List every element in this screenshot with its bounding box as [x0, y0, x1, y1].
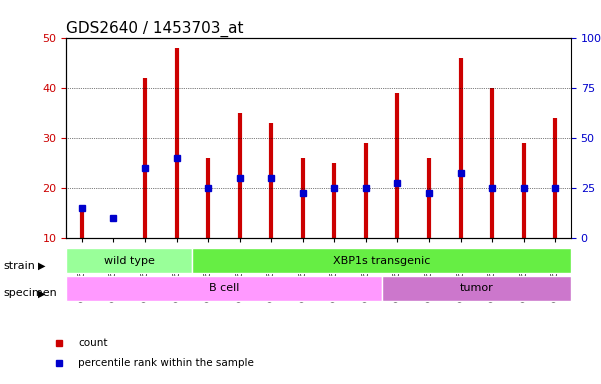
FancyBboxPatch shape [66, 248, 192, 273]
FancyBboxPatch shape [382, 276, 571, 301]
FancyBboxPatch shape [66, 276, 382, 301]
Text: GDS2640 / 1453703_at: GDS2640 / 1453703_at [66, 21, 243, 37]
Text: ▶: ▶ [38, 288, 45, 298]
Text: B cell: B cell [209, 283, 239, 293]
Text: wild type: wild type [104, 256, 154, 266]
Text: tumor: tumor [459, 283, 493, 293]
FancyBboxPatch shape [192, 248, 571, 273]
Text: ▶: ▶ [38, 261, 45, 271]
Text: percentile rank within the sample: percentile rank within the sample [78, 358, 254, 368]
Text: specimen: specimen [3, 288, 56, 298]
Text: count: count [78, 338, 108, 348]
Text: XBP1s transgenic: XBP1s transgenic [333, 256, 430, 266]
Text: strain: strain [3, 261, 35, 271]
